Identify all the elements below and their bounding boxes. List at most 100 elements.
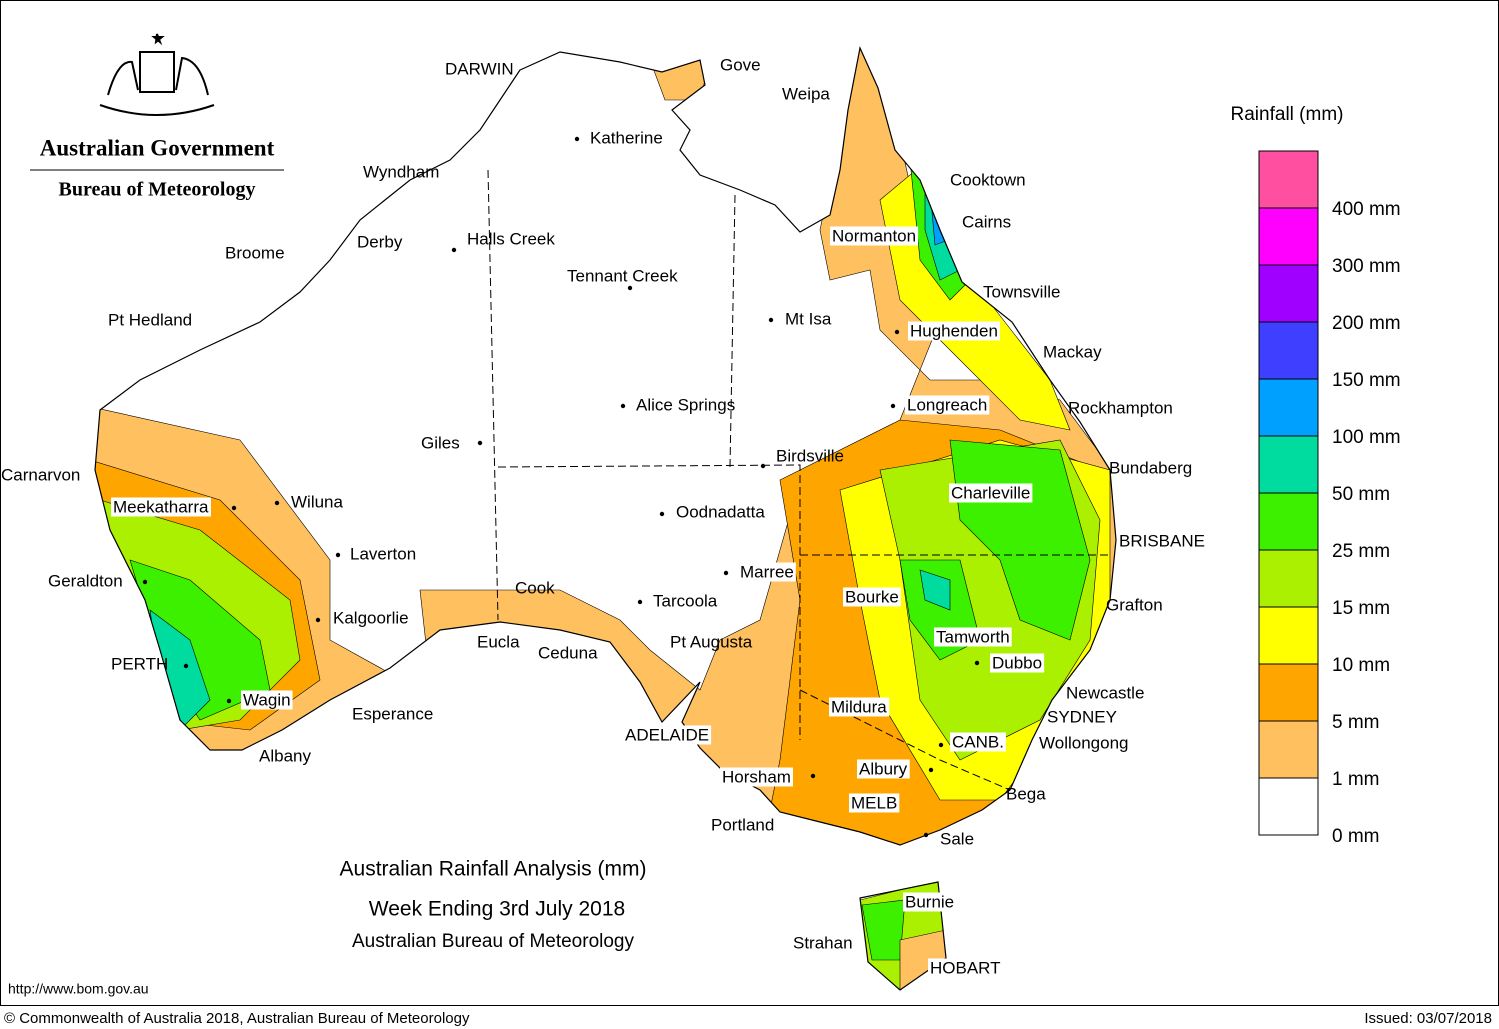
place-dot <box>620 403 626 409</box>
label-bg <box>843 587 901 607</box>
label-bg <box>857 759 910 779</box>
legend-swatch <box>1258 663 1319 722</box>
place-label: Newcastle <box>1066 683 1144 702</box>
legend-label: 15 mm <box>1332 598 1390 619</box>
place-label: Halls Creek <box>467 229 555 248</box>
legend-swatch <box>1258 150 1319 209</box>
legend-swatch <box>1258 720 1319 779</box>
place-dot <box>923 832 929 838</box>
kangaroo <box>107 60 139 96</box>
place-label: Longreach <box>907 395 987 414</box>
place-label: Bourke <box>845 587 899 606</box>
place-dot <box>627 285 633 291</box>
place-label: Bega <box>1006 784 1046 803</box>
place-label: Wollongong <box>1039 733 1128 752</box>
place-label: Eucla <box>477 632 520 651</box>
legend-swatch <box>1258 378 1319 437</box>
place-label: Gove <box>720 55 761 74</box>
legend-label: 5 mm <box>1332 712 1380 733</box>
legend-title: Rainfall (mm) <box>1231 104 1344 125</box>
place-label: Albany <box>259 746 311 765</box>
map-subtitle: Week Ending 3rd July 2018 <box>369 898 625 921</box>
place-dot <box>768 317 774 323</box>
legend-swatch <box>1258 207 1319 266</box>
place-label: Wyndham <box>363 162 439 181</box>
legend-label: 300 mm <box>1332 256 1401 277</box>
place-label: Mackay <box>1043 342 1102 361</box>
place-label: Carnarvon <box>1 465 80 484</box>
copyright: © Commonwealth of Australia 2018, Austra… <box>4 1010 470 1027</box>
place-dot <box>894 329 900 335</box>
place-label: Cook <box>515 578 555 597</box>
place-label: Tennant Creek <box>567 266 678 285</box>
place-label: Giles <box>421 433 460 452</box>
wattle <box>99 104 215 116</box>
place-label: Geraldton <box>48 571 123 590</box>
place-label: Marree <box>740 562 794 581</box>
border <box>497 464 801 740</box>
label-bg <box>331 608 411 628</box>
place-label: HOBART <box>930 958 1001 977</box>
map-source: Australian Bureau of Meteorology <box>352 931 634 952</box>
label-bg <box>738 562 796 582</box>
place-dot <box>274 500 280 506</box>
legend-swatch <box>1258 264 1319 323</box>
place-dot <box>760 463 766 469</box>
place-label: Mildura <box>831 697 887 716</box>
place-label: PERTH <box>111 654 168 673</box>
place-dot <box>477 440 483 446</box>
place-label: Birdsville <box>776 446 844 465</box>
place-dot <box>231 505 237 511</box>
place-dot <box>810 773 816 779</box>
place-label: Bundaberg <box>1109 458 1192 477</box>
place-label: Pt Augusta <box>670 632 753 651</box>
place-dot <box>928 767 934 773</box>
place-label: Horsham <box>722 767 791 786</box>
place-dot <box>974 660 980 666</box>
label-bg <box>849 793 900 813</box>
government: Australian Government <box>40 135 275 160</box>
place-label: Oodnadatta <box>676 502 765 521</box>
place-label: Alice Springs <box>636 395 735 414</box>
place-label: Wagin <box>243 690 291 709</box>
legend-swatch <box>1258 549 1319 608</box>
logo <box>99 33 215 116</box>
place-label: Grafton <box>1106 595 1163 614</box>
place-label: BRISBANE <box>1119 531 1205 550</box>
place-dot <box>335 552 341 558</box>
legend-swatch <box>1258 321 1319 380</box>
place-dot <box>723 570 729 576</box>
border <box>729 194 736 468</box>
map-title: Australian Rainfall Analysis (mm) <box>340 858 647 881</box>
place-label: ADELAIDE <box>625 725 709 744</box>
label-bg <box>934 627 1012 647</box>
legend-label: 100 mm <box>1332 427 1401 448</box>
label-bg <box>623 725 712 745</box>
place-label: Sale <box>940 829 974 848</box>
legend-label: 10 mm <box>1332 655 1390 676</box>
legend-label: 150 mm <box>1332 370 1401 391</box>
place-dot <box>142 579 148 585</box>
place-label: Meekatharra <box>113 497 209 516</box>
place-dot <box>451 247 457 253</box>
place-dot <box>659 511 665 517</box>
place-label: Dubbo <box>992 653 1042 672</box>
place-label: Rockhampton <box>1068 398 1173 417</box>
label-bg <box>905 395 990 415</box>
place-label: MELB <box>851 793 897 812</box>
place-label: Ceduna <box>538 643 598 662</box>
star <box>151 33 165 46</box>
place-label: Kalgoorlie <box>333 608 409 627</box>
place-label: Charleville <box>951 483 1030 502</box>
label-bg <box>928 958 1003 978</box>
place-label: Cooktown <box>950 170 1026 189</box>
legend-label: 400 mm <box>1332 199 1401 220</box>
place-label: Laverton <box>350 544 416 563</box>
place-label: Broome <box>225 243 285 262</box>
place-label: Hughenden <box>910 321 998 340</box>
place-label: Strahan <box>793 933 853 952</box>
label-bg <box>949 483 1033 503</box>
place-dot <box>637 599 643 605</box>
place-label: CANB. <box>952 732 1004 751</box>
